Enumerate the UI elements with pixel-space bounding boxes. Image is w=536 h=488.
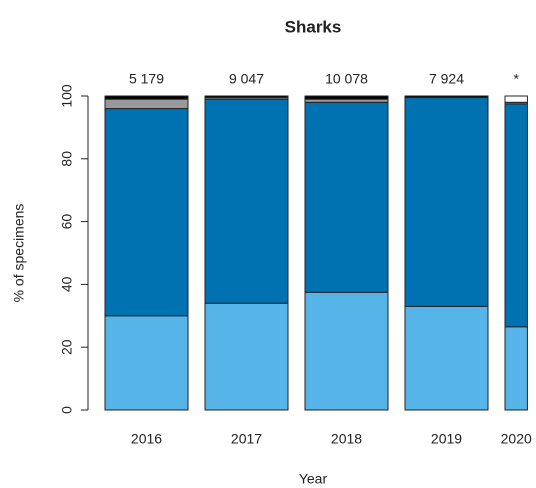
bar-segment [104, 95, 189, 100]
bar-label: 10 078 [325, 71, 368, 87]
y-tick-label: 60 [59, 214, 75, 230]
bar-segment [104, 98, 189, 110]
chart-title: Sharks [285, 17, 342, 36]
bar-segment [504, 95, 528, 103]
bar-label: 5 179 [129, 71, 164, 87]
x-tick-label: 2019 [431, 431, 462, 447]
x-tick-label: 2016 [131, 431, 162, 447]
bar-segment [104, 108, 189, 317]
bar-segment [304, 101, 389, 293]
y-tick-label: 0 [59, 406, 75, 414]
y-tick-label: 80 [59, 151, 75, 167]
bar-segment [404, 95, 489, 99]
y-tick-label: 40 [59, 276, 75, 292]
bar-segment [204, 95, 289, 99]
x-tick-label: 2017 [231, 431, 262, 447]
y-tick-label: 20 [59, 339, 75, 355]
bar-segment [304, 291, 389, 411]
bar-segment [404, 305, 489, 411]
bar-segment [304, 95, 389, 100]
y-tick-label: 100 [59, 84, 75, 108]
bar-segment [204, 302, 289, 411]
bar-segment [504, 103, 528, 328]
bar-segment [504, 326, 528, 411]
bar-label: 7 924 [429, 71, 464, 87]
bar-segment [104, 315, 189, 411]
bar-segment [204, 98, 289, 304]
x-tick-label: 2020 [501, 431, 532, 447]
bar-label: 9 047 [229, 71, 264, 87]
x-axis-label: Year [299, 471, 328, 487]
bar-segment [404, 97, 489, 307]
x-tick-label: 2018 [331, 431, 362, 447]
y-axis-label: % of specimens [11, 204, 27, 303]
bar-label: * [513, 71, 519, 87]
